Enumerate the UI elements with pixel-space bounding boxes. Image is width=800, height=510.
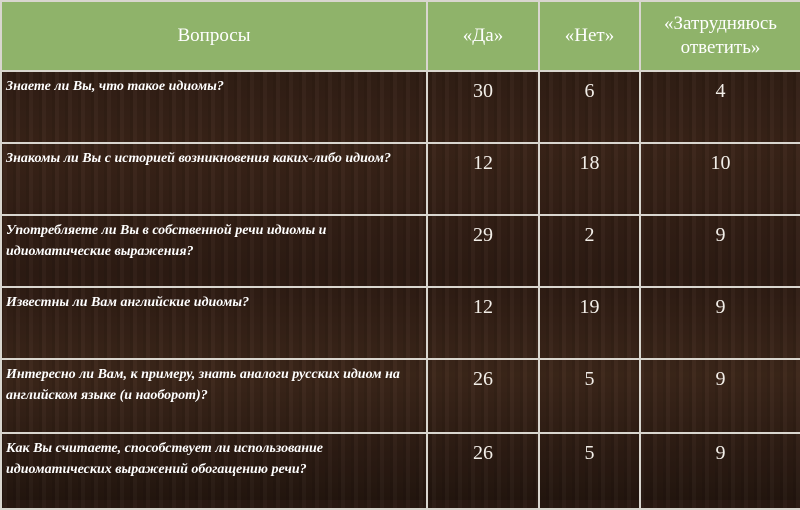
no-cell: 6 (538, 70, 641, 144)
table-row: Употребляете ли Вы в собственной речи ид… (0, 214, 800, 288)
no-cell: 19 (538, 286, 641, 360)
unsure-cell: 10 (639, 142, 800, 216)
no-cell: 2 (538, 214, 641, 288)
question-cell: Интересно ли Вам, к примеру, знать анало… (0, 358, 428, 434)
table-row: Знакомы ли Вы с историей возникновения к… (0, 142, 800, 216)
header-yes: «Да» (426, 0, 540, 72)
yes-cell: 12 (426, 286, 540, 360)
yes-cell: 26 (426, 432, 540, 510)
yes-cell: 30 (426, 70, 540, 144)
table-row: Интересно ли Вам, к примеру, знать анало… (0, 358, 800, 434)
table-row: Известны ли Вам английские идиомы? 12 19… (0, 286, 800, 360)
unsure-cell: 4 (639, 70, 800, 144)
yes-cell: 29 (426, 214, 540, 288)
header-no: «Нет» (538, 0, 641, 72)
yes-cell: 26 (426, 358, 540, 434)
unsure-cell: 9 (639, 214, 800, 288)
yes-cell: 12 (426, 142, 540, 216)
unsure-cell: 9 (639, 358, 800, 434)
question-cell: Знакомы ли Вы с историей возникновения к… (0, 142, 428, 216)
header-unsure: «Затрудняюсь ответить» (639, 0, 800, 72)
question-cell: Известны ли Вам английские идиомы? (0, 286, 428, 360)
question-cell: Употребляете ли Вы в собственной речи ид… (0, 214, 428, 288)
no-cell: 5 (538, 432, 641, 510)
unsure-cell: 9 (639, 286, 800, 360)
header-row: Вопросы «Да» «Нет» «Затрудняюсь ответить… (0, 0, 800, 72)
question-cell: Как Вы считаете, способствует ли использ… (0, 432, 428, 510)
no-cell: 5 (538, 358, 641, 434)
no-cell: 18 (538, 142, 641, 216)
unsure-cell: 9 (639, 432, 800, 510)
table-row: Как Вы считаете, способствует ли использ… (0, 432, 800, 510)
question-cell: Знаете ли Вы, что такое идиомы? (0, 70, 428, 144)
header-questions: Вопросы (0, 0, 428, 72)
table-row: Знаете ли Вы, что такое идиомы? 30 6 4 (0, 70, 800, 144)
